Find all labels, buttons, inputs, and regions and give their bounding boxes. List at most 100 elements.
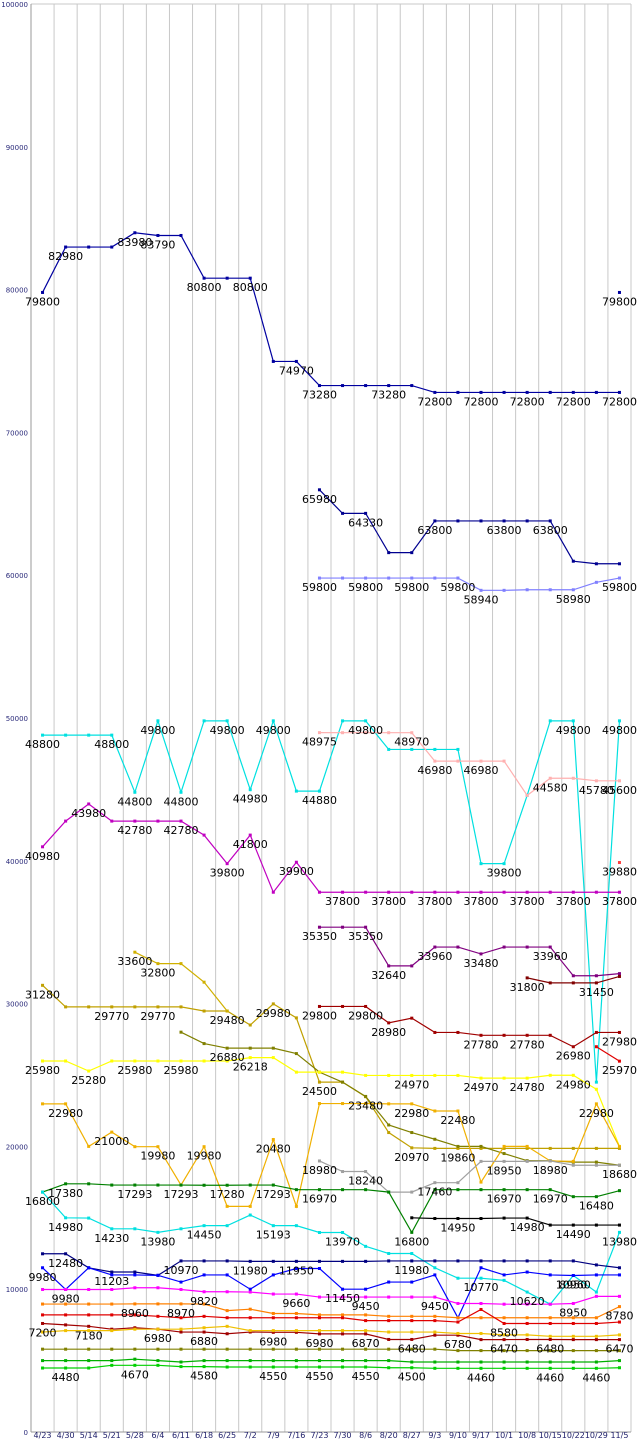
data-point xyxy=(248,1056,252,1060)
data-point xyxy=(456,1333,460,1337)
data-label: 4500 xyxy=(398,1371,426,1384)
data-point xyxy=(110,733,114,737)
data-point xyxy=(502,1333,506,1337)
data-point xyxy=(133,1145,137,1149)
data-point xyxy=(110,1347,114,1351)
data-point xyxy=(410,1252,414,1255)
data-point xyxy=(179,1302,183,1306)
data-point xyxy=(248,1023,252,1027)
data-label: 37800 xyxy=(602,895,637,908)
x-tick-label: 9/3 xyxy=(428,1431,441,1440)
data-label: 16970 xyxy=(302,1193,337,1206)
data-point xyxy=(571,1146,575,1150)
data-label: 83790 xyxy=(140,238,175,251)
series-7 xyxy=(41,802,621,894)
data-point xyxy=(271,1311,275,1315)
data-point xyxy=(548,588,552,592)
data-label: 65980 xyxy=(302,493,337,506)
data-point xyxy=(248,276,252,280)
data-point xyxy=(479,759,483,763)
data-point xyxy=(456,1259,460,1263)
data-point xyxy=(364,1332,368,1336)
data-label: 19980 xyxy=(187,1150,222,1163)
x-tick-label: 10/1 xyxy=(495,1431,513,1440)
data-point xyxy=(410,1146,414,1150)
data-point xyxy=(202,1330,206,1334)
data-point xyxy=(548,1302,552,1306)
data-point xyxy=(225,1332,229,1336)
y-axis-tick-labels: 0 10000 20000 30000 40000 50000 60000 70000 8000… xyxy=(1,1,28,1437)
x-tick-label: 8/6 xyxy=(359,1431,372,1440)
data-label: 9980 xyxy=(52,1292,80,1305)
data-point xyxy=(594,1316,598,1320)
data-point xyxy=(410,1190,414,1194)
data-label: 14450 xyxy=(187,1229,222,1242)
data-point xyxy=(87,1287,91,1291)
data-point xyxy=(548,981,552,985)
data-point xyxy=(571,1338,575,1342)
x-tick-label: 7/16 xyxy=(287,1431,305,1440)
data-label: 17293 xyxy=(256,1188,291,1201)
data-point xyxy=(571,559,575,563)
data-label: 42780 xyxy=(117,824,152,837)
series-13 xyxy=(594,1045,621,1063)
data-point xyxy=(271,1292,275,1296)
data-point xyxy=(502,1366,506,1370)
data-point xyxy=(387,1073,391,1077)
data-label: 16970 xyxy=(533,1193,568,1206)
y-tick-label: 80000 xyxy=(6,287,28,295)
data-label: 18980 xyxy=(302,1164,337,1177)
data-point xyxy=(433,759,437,763)
data-point xyxy=(410,1330,414,1334)
data-point xyxy=(525,1188,529,1192)
data-label: 45780 xyxy=(579,784,614,797)
data-point xyxy=(433,1181,437,1185)
data-point xyxy=(341,1102,345,1106)
data-point xyxy=(294,1224,298,1228)
data-point xyxy=(110,1059,114,1063)
data-point xyxy=(64,1302,68,1306)
data-point xyxy=(387,1366,391,1370)
data-label: 72800 xyxy=(556,395,591,408)
x-tick-label: 8/20 xyxy=(380,1431,398,1440)
data-label: 15193 xyxy=(256,1229,291,1242)
data-point xyxy=(410,1280,414,1284)
data-label: 11203 xyxy=(94,1275,129,1288)
y-tick-label: 100000 xyxy=(1,1,28,9)
data-point xyxy=(64,1102,68,1106)
data-label: 40980 xyxy=(25,850,60,863)
data-point xyxy=(387,1319,391,1323)
data-point xyxy=(410,747,414,751)
data-point xyxy=(41,733,45,737)
data-point xyxy=(502,862,506,866)
data-point xyxy=(410,1319,414,1323)
x-tick-label: 6/25 xyxy=(218,1431,236,1440)
data-point xyxy=(87,1359,91,1363)
data-point xyxy=(294,1070,298,1074)
data-point xyxy=(364,384,368,388)
x-tick-label: 4/23 xyxy=(34,1431,52,1440)
data-label: 6780 xyxy=(444,1338,472,1351)
data-label: 17460 xyxy=(417,1186,452,1199)
data-label: 4550 xyxy=(352,1370,380,1383)
data-point xyxy=(617,1145,621,1149)
data-point xyxy=(594,390,598,394)
data-point xyxy=(456,1146,460,1150)
series-5 xyxy=(41,718,621,1084)
data-point xyxy=(594,1338,598,1342)
data-point xyxy=(433,1319,437,1323)
y-tick-label: 70000 xyxy=(6,429,28,437)
data-point xyxy=(248,1259,252,1263)
data-label: 13980 xyxy=(140,1235,175,1248)
data-label: 39800 xyxy=(487,867,522,880)
data-point xyxy=(387,964,391,968)
data-point xyxy=(548,1073,552,1077)
data-point xyxy=(594,1360,598,1364)
data-point xyxy=(479,1144,483,1148)
data-point xyxy=(594,1163,598,1167)
data-point xyxy=(594,1349,598,1353)
data-label: 4670 xyxy=(121,1368,149,1381)
data-point xyxy=(179,1316,183,1320)
data-point xyxy=(317,1347,321,1351)
data-label: 26218 xyxy=(233,1061,268,1074)
